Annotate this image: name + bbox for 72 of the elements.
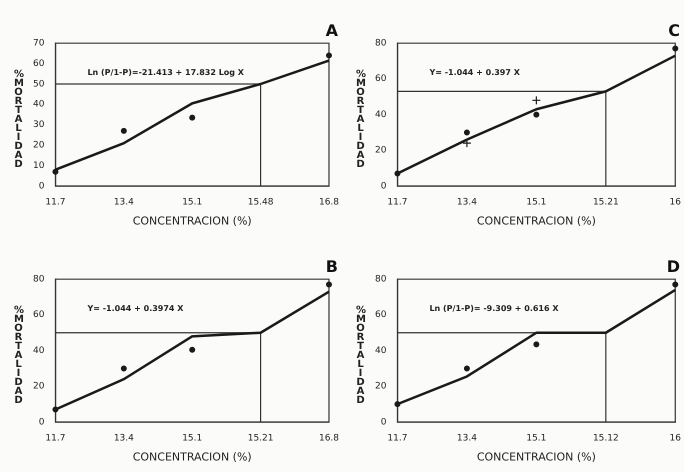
y-tick-label: 40 (33, 346, 45, 356)
point (326, 52, 332, 58)
point (533, 112, 540, 118)
point (189, 346, 196, 353)
y-tick-label: 0 (380, 417, 387, 428)
text: % MORTALIDAD (14, 305, 24, 406)
x-tick-label: 11.7 (387, 434, 408, 444)
y-tick-label: 80 (33, 274, 45, 285)
x-tick-label: 15.21 (248, 434, 274, 444)
y-tick-label: 0 (380, 181, 387, 192)
annotation: Ln (P/1-P)= -9.309 + 0.616 X (429, 304, 560, 314)
y-tick-label: 60 (375, 310, 387, 320)
y-tick-label: 0 (38, 417, 45, 428)
x-tick-label: 11.7 (45, 434, 66, 444)
x-tick-label: 11.7 (387, 198, 408, 208)
x-tick-label: 16.8 (318, 198, 340, 208)
x-axis-title: CONCENTRACION (%) (476, 214, 596, 228)
chart-title: C (668, 20, 680, 40)
y-tick-label: 40 (33, 100, 45, 110)
x-tick-label: 13.4 (114, 434, 134, 444)
point (672, 46, 678, 52)
point (464, 129, 470, 136)
x-axis-title: CONCENTRACION (%) (132, 450, 252, 464)
point (120, 128, 127, 134)
x-tick-label: 15.1 (526, 434, 546, 444)
annotation: Y= -1.044 + 0.397 X (428, 68, 521, 78)
y-tick-label: 20 (33, 382, 45, 392)
text: % MORTALIDAD (356, 69, 366, 170)
y-tick-label: 30 (33, 120, 45, 130)
y-tick-label: 80 (375, 274, 387, 285)
x-axis-title: CONCENTRACION (%) (476, 450, 596, 464)
point (532, 96, 541, 105)
y-tick-label: 20 (375, 382, 387, 392)
y-tick-label: 40 (375, 110, 387, 120)
text: % MORTALIDAD (14, 69, 24, 170)
x-tick-label: 11.7 (45, 198, 66, 208)
point (189, 114, 196, 121)
x-tick-label: 16.8 (318, 434, 340, 444)
y-tick-label: 80 (375, 38, 387, 49)
x-tick-label: 13.4 (114, 198, 134, 208)
x-tick-label: 15.1 (182, 434, 202, 444)
point (533, 341, 540, 348)
x-tick-label: 15.1 (182, 198, 202, 208)
y-tick-label: 20 (375, 146, 387, 156)
x-tick-label: 13.4 (456, 434, 478, 444)
y-tick-label: 60 (33, 310, 45, 320)
y-tick-label: 40 (375, 346, 387, 356)
x-tick-label: 16 (670, 198, 682, 208)
x-axis-title: CONCENTRACION (%) (132, 214, 252, 228)
y-tick-label: 60 (33, 58, 45, 69)
point (326, 282, 332, 288)
x-tick-label: 15.21 (592, 198, 619, 208)
x-tick-label: 15.48 (248, 198, 274, 208)
annotation: Ln (P/1-P)=-21.413 + 17.832 Log X (87, 68, 245, 78)
annotation: Y= -1.044 + 0.3974 X (86, 304, 184, 314)
chart-title: B (326, 256, 338, 276)
chart-title: D (666, 256, 680, 276)
y-tick-label: 10 (33, 160, 45, 171)
point (120, 365, 127, 372)
y-tick-label: 20 (33, 140, 45, 151)
text: % MORTALIDAD (356, 305, 366, 406)
y-tick-label: 70 (33, 38, 45, 49)
y-tick-label: 60 (375, 74, 387, 84)
y-tick-label: 0 (38, 181, 45, 192)
x-tick-label: 15.1 (526, 198, 546, 208)
x-tick-label: 15.12 (592, 434, 619, 444)
point (672, 282, 678, 288)
chart-title: A (326, 20, 339, 40)
x-tick-label: 16 (670, 434, 682, 444)
x-tick-label: 13.4 (456, 198, 478, 208)
point (464, 365, 470, 372)
y-tick-label: 50 (33, 79, 45, 90)
